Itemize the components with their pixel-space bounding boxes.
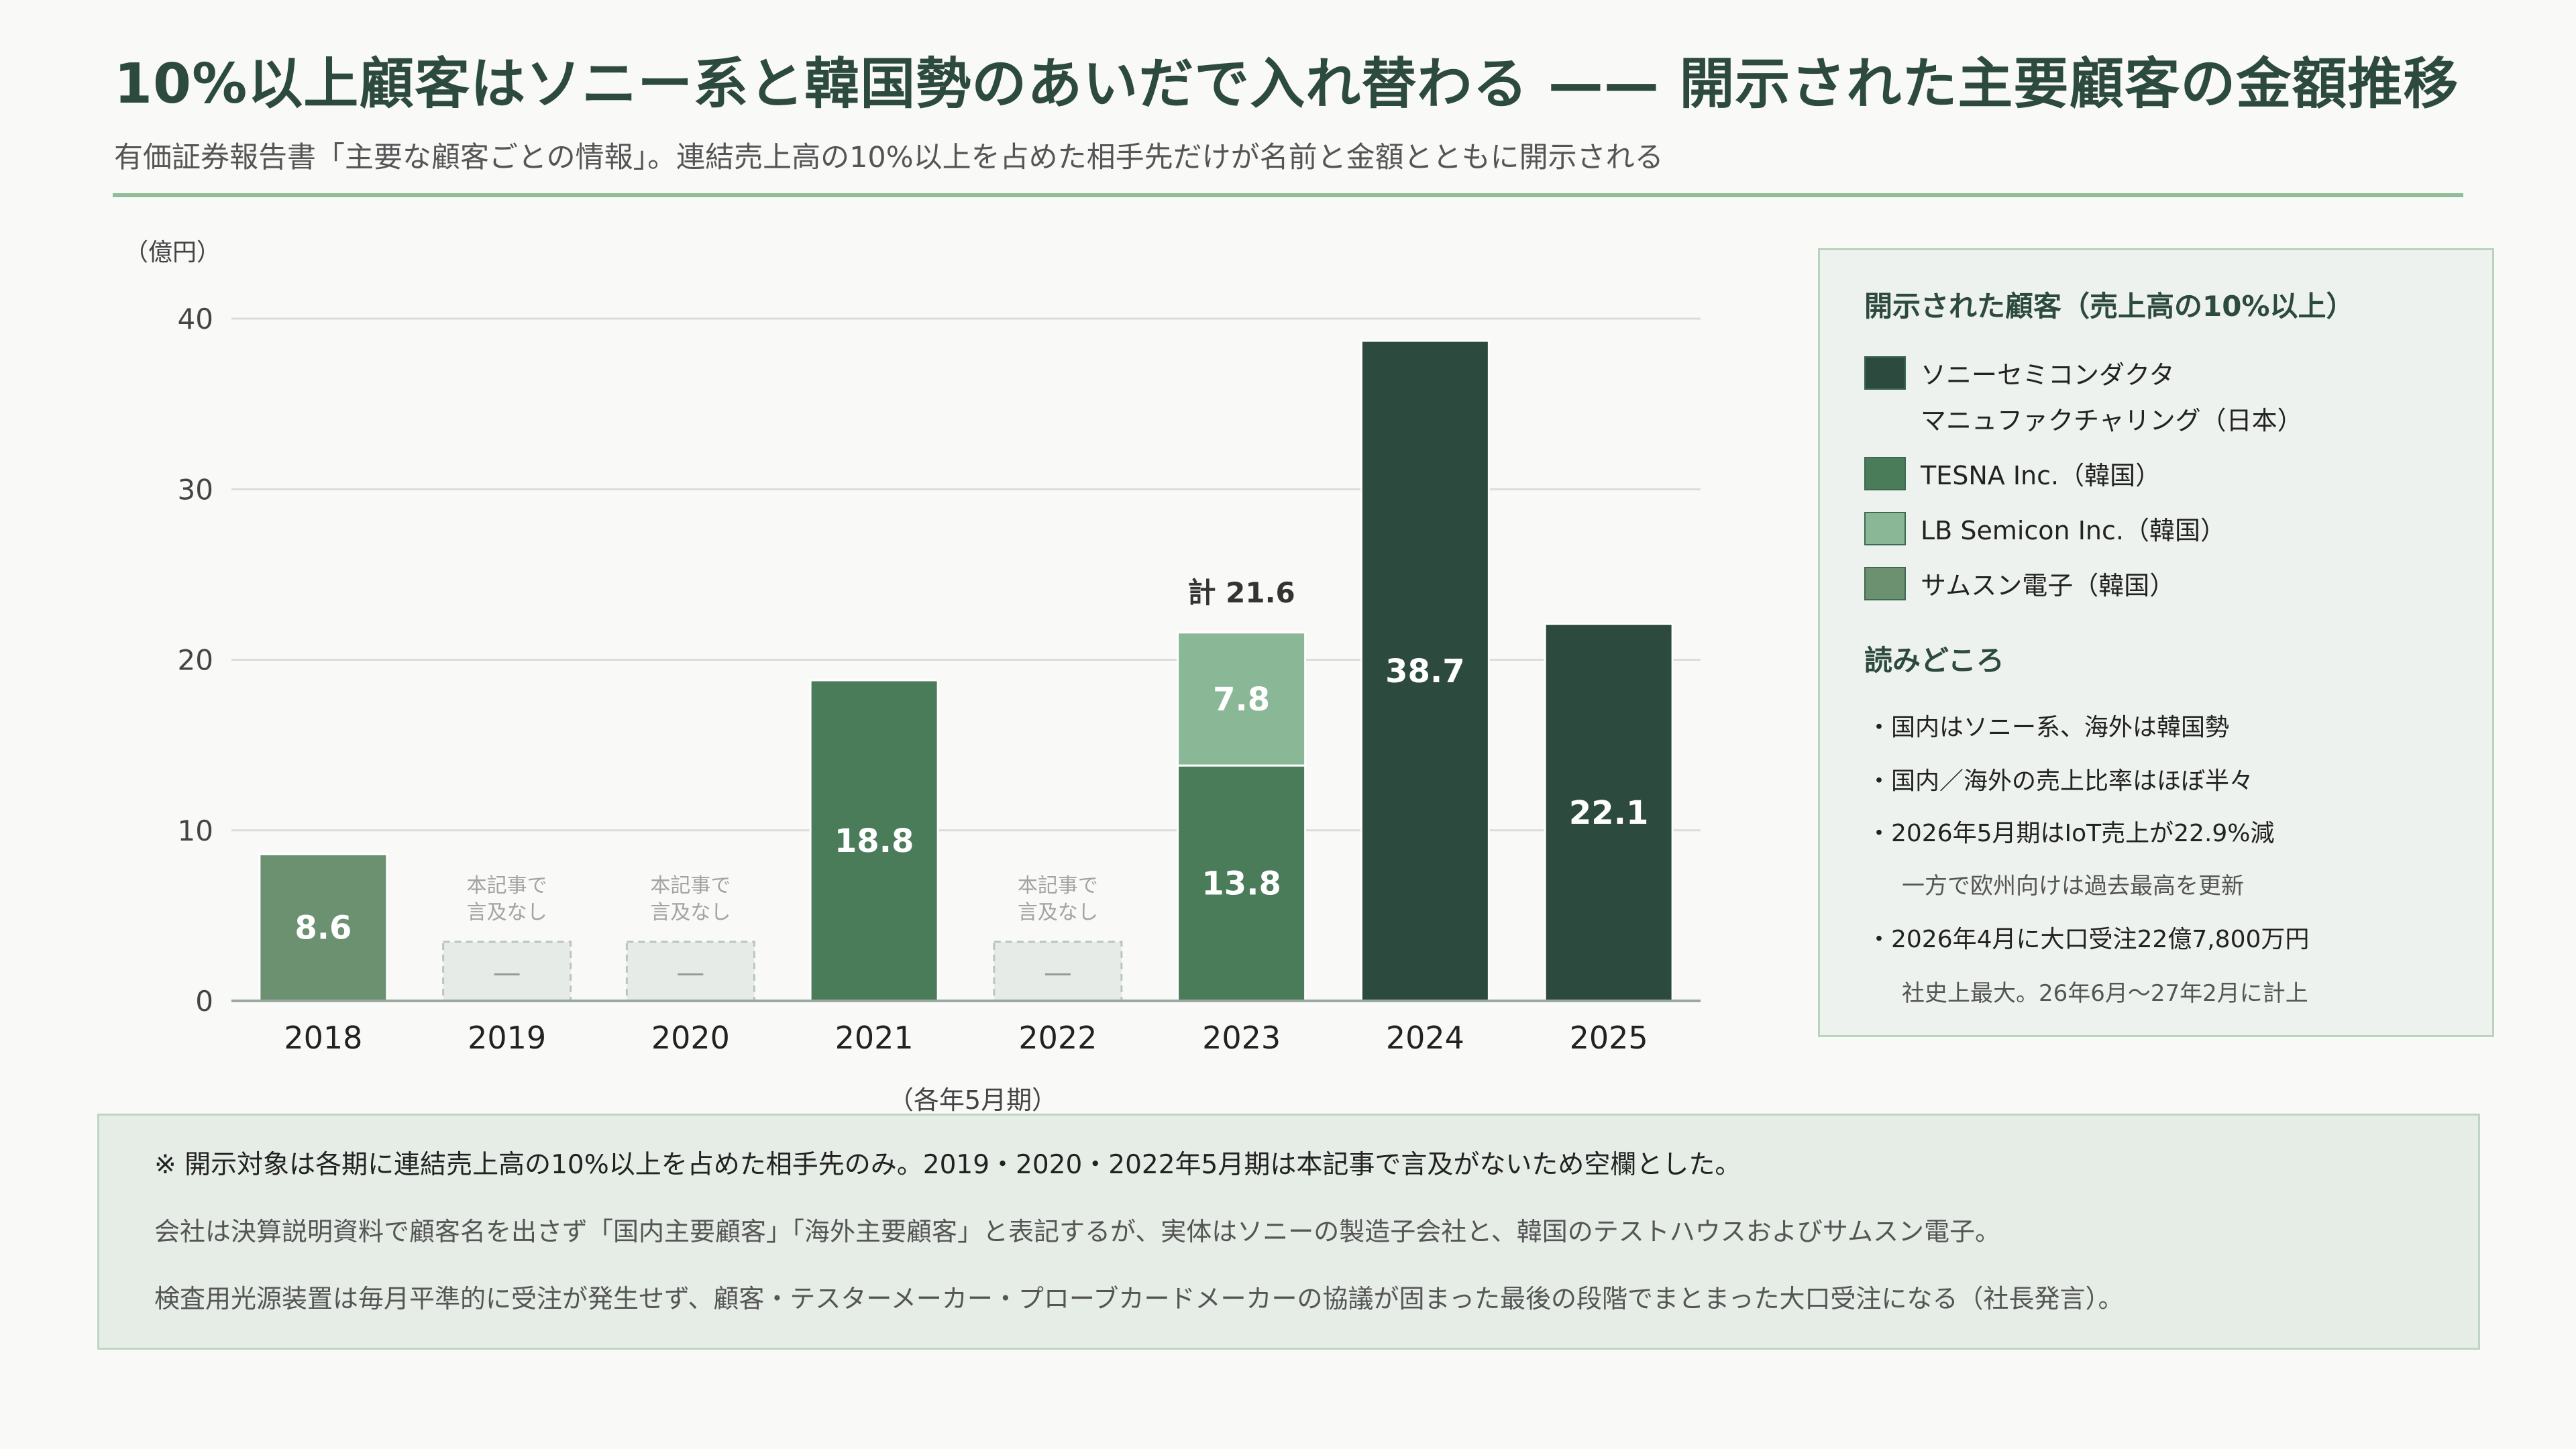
page-subtitle: 有価証券報告書「主要な顧客ごとの情報」。連結売上高の10%以上を占めた相手先だけ… bbox=[114, 141, 1664, 174]
x-tick-label: 2021 bbox=[835, 1020, 914, 1056]
bar-value-label: 22.1 bbox=[1569, 794, 1648, 832]
bar-value-label: 8.6 bbox=[294, 910, 352, 947]
readpoint-line: ・国内はソニー系、海外は韓国勢 bbox=[1867, 714, 2230, 741]
y-tick-label: 0 bbox=[195, 985, 213, 1018]
bar-segment bbox=[258, 853, 388, 1002]
bar-value-label: 38.7 bbox=[1385, 653, 1464, 690]
legend-swatch-tesna bbox=[1864, 457, 1906, 490]
legend-label-tesna: TESNA Inc.（韓国） bbox=[1921, 461, 2161, 490]
page-title: 10%以上顧客はソニー系と韓国勢のあいだで入れ替わる —— 開示された主要顧客の… bbox=[114, 52, 2459, 116]
footnote-naming: 会社は決算説明資料で顧客名を出さず「国内主要顧客」「海外主要顧客」と表記するが、… bbox=[154, 1217, 2000, 1246]
no-data-placeholder bbox=[625, 941, 755, 1002]
bar-segment bbox=[1177, 764, 1307, 1002]
bar-segment bbox=[1360, 339, 1490, 1002]
y-axis-label: （億円） bbox=[124, 239, 221, 266]
header-divider bbox=[113, 193, 2463, 197]
readpoint-subline: 社史上最大。26年6月〜27年2月に計上 bbox=[1902, 980, 2308, 1007]
no-data-placeholder bbox=[442, 941, 572, 1002]
x-tick-label: 2023 bbox=[1202, 1020, 1281, 1056]
no-data-note: 言及なし bbox=[467, 901, 547, 924]
footnote-panel: ※ 開示対象は各期に連結売上高の10%以上を占めた相手先のみ。2019・2020… bbox=[97, 1114, 2480, 1350]
x-tick-label: 2018 bbox=[284, 1020, 362, 1056]
no-data-note: 言及なし bbox=[1018, 901, 1098, 924]
bar-total-label: 計 21.6 bbox=[1188, 576, 1295, 609]
legend-swatch-lb-semicon bbox=[1864, 512, 1906, 545]
readpoint-line: ・国内／海外の売上比率はほぼ半々 bbox=[1867, 767, 2254, 795]
x-tick-label: 2025 bbox=[1570, 1020, 1648, 1056]
readpoint-subline: 一方で欧州向けは過去最高を更新 bbox=[1902, 873, 2244, 900]
legend-swatch-samsung bbox=[1864, 567, 1906, 600]
bar-segment bbox=[1177, 631, 1307, 767]
readpoint-line: ・2026年4月に大口受注22億7,800万円 bbox=[1867, 926, 2310, 953]
bar-value-label: 7.8 bbox=[1213, 681, 1270, 718]
y-tick-label: 20 bbox=[178, 644, 213, 677]
x-tick-label: 2022 bbox=[1018, 1020, 1097, 1056]
x-tick-label: 2019 bbox=[468, 1020, 546, 1056]
y-tick-label: 10 bbox=[178, 814, 213, 847]
readpoint-line: ・2026年5月期はIoT売上が22.9%減 bbox=[1867, 820, 2275, 847]
y-tick-label: 30 bbox=[178, 473, 213, 506]
legend-label-lb-semicon: LB Semicon Inc.（韓国） bbox=[1921, 516, 2226, 545]
no-data-dash: — bbox=[1044, 956, 1072, 989]
bar-segment bbox=[1544, 623, 1674, 1002]
no-data-placeholder bbox=[993, 941, 1123, 1002]
no-data-note: 本記事で bbox=[1018, 874, 1098, 898]
legend-label-samsung: サムスン電子（韓国） bbox=[1921, 571, 2176, 600]
bar-segment bbox=[809, 679, 939, 1002]
bar-value-label: 18.8 bbox=[835, 822, 914, 860]
legend-panel: 開示された顧客（売上高の10%以上） ソニーセミコンダクタ マニュファクチャリン… bbox=[1818, 248, 2494, 1037]
no-data-note: 本記事で bbox=[650, 874, 731, 898]
no-data-note: 言及なし bbox=[650, 901, 731, 924]
footnote-orders: 検査用光源装置は毎月平準的に受注が発生せず、顧客・テスターメーカー・プローブカー… bbox=[154, 1284, 2124, 1313]
bar-value-label: 13.8 bbox=[1201, 865, 1281, 903]
readpoints-heading: 読みどころ bbox=[1864, 644, 2004, 677]
no-data-dash: — bbox=[493, 956, 521, 989]
no-data-dash: — bbox=[676, 956, 704, 989]
x-axis-label: （各年5月期） bbox=[888, 1085, 1057, 1115]
legend-heading: 開示された顧客（売上高の10%以上） bbox=[1864, 290, 2355, 323]
footnote-scope: ※ 開示対象は各期に連結売上高の10%以上を占めた相手先のみ。2019・2020… bbox=[154, 1150, 1741, 1180]
x-tick-label: 2024 bbox=[1386, 1020, 1464, 1056]
legend-swatch-sony bbox=[1864, 356, 1906, 390]
y-tick-label: 40 bbox=[178, 303, 213, 335]
legend-label-sony-line2: マニュファクチャリング（日本） bbox=[1921, 406, 2303, 435]
x-tick-label: 2020 bbox=[651, 1020, 730, 1056]
legend-label-sony: ソニーセミコンダクタ bbox=[1921, 360, 2175, 390]
no-data-note: 本記事で bbox=[467, 874, 547, 898]
